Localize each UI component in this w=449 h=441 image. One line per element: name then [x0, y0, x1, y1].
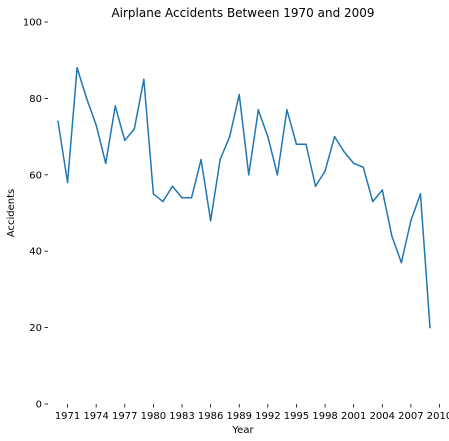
data-point: [286, 109, 288, 111]
data-point: [152, 193, 155, 195]
x-tick-label: 1998: [312, 411, 337, 422]
data-point: [305, 143, 307, 146]
data-point: [95, 124, 97, 126]
y-axis-label: Accidents: [6, 189, 17, 237]
data-point: [324, 170, 326, 172]
data-point: [162, 200, 164, 203]
x-tick-label: 1971: [55, 411, 80, 422]
x-tick-label: 1986: [198, 411, 223, 422]
x-tick-label: 1995: [284, 411, 309, 422]
data-point: [190, 196, 193, 199]
data-point: [143, 78, 145, 81]
data-point: [247, 174, 250, 176]
series-line: [57, 67, 431, 328]
data-point: [133, 128, 136, 130]
data-point: [238, 93, 241, 96]
data-point: [410, 219, 412, 222]
y-axis: 0 20 40 60 80 100: [23, 18, 48, 411]
data-point: [257, 109, 260, 111]
data-point: [362, 166, 365, 168]
x-tick-label: 1983: [169, 411, 194, 422]
data-point: [400, 261, 403, 264]
data-point: [114, 105, 117, 107]
y-tick-label: 20: [29, 323, 42, 334]
x-axis-label: Year: [231, 425, 254, 436]
data-point: [171, 185, 174, 188]
data-point: [352, 162, 355, 165]
data-point: [391, 235, 393, 237]
x-tick-label: 2001: [341, 411, 366, 422]
x-axis: 1971 1974 1977 1980 1983 1986 1989 1992 1995 1998…: [55, 404, 449, 422]
data-point: [76, 67, 78, 69]
data-point: [429, 326, 431, 329]
data-point: [66, 181, 69, 184]
x-tick-label: 1992: [255, 411, 280, 422]
data-point: [276, 174, 279, 176]
data-point: [57, 120, 59, 123]
data-point: [123, 139, 126, 142]
data-point: [200, 158, 202, 161]
data-point: [267, 135, 269, 138]
data-point: [219, 158, 221, 161]
x-tick-label: 2004: [370, 411, 395, 422]
data-point: [314, 185, 317, 188]
data-point: [209, 219, 212, 222]
data-point: [419, 193, 422, 195]
data-point: [228, 135, 231, 138]
x-tick-label: 1989: [227, 411, 252, 422]
data-point: [371, 200, 374, 203]
x-tick-label: 1974: [83, 411, 108, 422]
data-point: [104, 162, 107, 165]
data-point: [381, 189, 384, 191]
data-point: [333, 135, 336, 138]
chart-title: Airplane Accidents Between 1970 and 2009: [111, 6, 374, 20]
data-point: [85, 97, 88, 100]
data-point: [295, 143, 298, 146]
y-tick-label: 60: [29, 170, 42, 181]
y-tick-label: 40: [29, 247, 42, 258]
series-layer: [57, 67, 431, 329]
x-tick-label: 2010: [427, 411, 449, 422]
data-point: [343, 151, 345, 153]
x-tick-label: 1980: [141, 411, 166, 422]
data-point: [181, 196, 183, 199]
y-tick-label: 0: [36, 400, 42, 411]
x-tick-label: 2007: [398, 411, 423, 422]
x-tick-label: 1977: [112, 411, 137, 422]
y-tick-label: 100: [23, 18, 42, 29]
y-tick-label: 80: [29, 94, 42, 105]
